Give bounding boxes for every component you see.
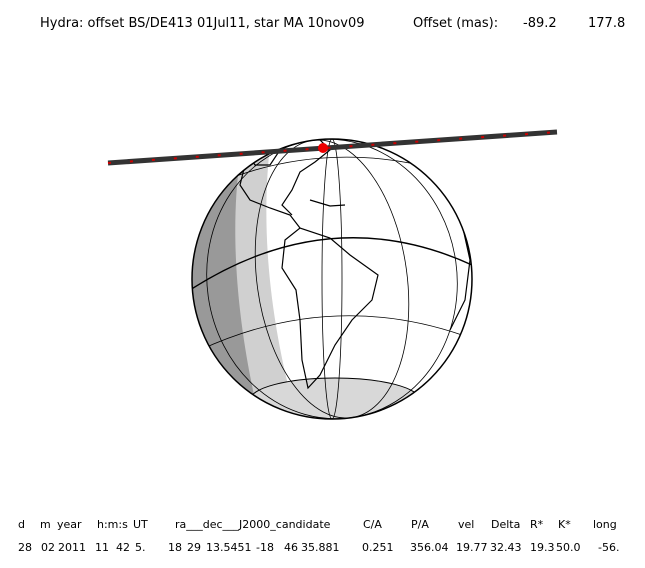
column-header: UT xyxy=(133,518,148,531)
cell: 356.04 xyxy=(410,541,449,554)
globe xyxy=(191,138,473,420)
cell: 29 xyxy=(187,541,201,554)
cell: 18 xyxy=(168,541,182,554)
column-header: m xyxy=(40,518,51,531)
column-header: year xyxy=(57,518,82,531)
header: Hydra: offset BS/DE413 01Jul11, star MA … xyxy=(40,16,625,31)
column-header: R* xyxy=(530,518,544,531)
antarctica xyxy=(249,377,421,419)
shadow-path xyxy=(107,129,558,166)
cell: 50.0 xyxy=(556,541,581,554)
cell: 11 xyxy=(95,541,109,554)
central-point xyxy=(318,143,328,153)
column-header: d xyxy=(18,518,25,531)
cell: 19.77 xyxy=(456,541,488,554)
cell: -56. xyxy=(598,541,619,554)
column-header: C/A xyxy=(363,518,382,531)
path-ticks xyxy=(107,131,558,164)
column-header: h:m:s xyxy=(97,518,128,531)
offset-label: Offset (mas): xyxy=(413,16,498,31)
cell: 13.5451 xyxy=(206,541,252,554)
cell: 46 xyxy=(284,541,298,554)
column-header: P/A xyxy=(411,518,429,531)
column-header: vel xyxy=(458,518,474,531)
cell: 19.3 xyxy=(530,541,555,554)
data-table: d m year h:m:s UT ra___dec___J2000_candidate C… xyxy=(18,518,619,554)
cell: 02 xyxy=(41,541,55,554)
globe-outline xyxy=(191,138,473,420)
cell: 2011 xyxy=(58,541,86,554)
offset-value: 177.8 xyxy=(588,16,625,31)
cell: -18 xyxy=(256,541,274,554)
title: Hydra: offset BS/DE413 01Jul11, star MA … xyxy=(40,16,365,31)
cell: 0.251 xyxy=(362,541,394,554)
cell: 5. xyxy=(135,541,146,554)
column-header: K* xyxy=(558,518,571,531)
column-header: Delta xyxy=(491,518,520,531)
cell: 32.43 xyxy=(490,541,522,554)
column-header: long xyxy=(593,518,617,531)
cell: 42 xyxy=(116,541,130,554)
offset-value: -89.2 xyxy=(523,16,557,31)
column-header: ra___dec___J2000_candidate xyxy=(175,518,331,531)
cell: 35.881 xyxy=(301,541,340,554)
cell: 28 xyxy=(18,541,32,554)
